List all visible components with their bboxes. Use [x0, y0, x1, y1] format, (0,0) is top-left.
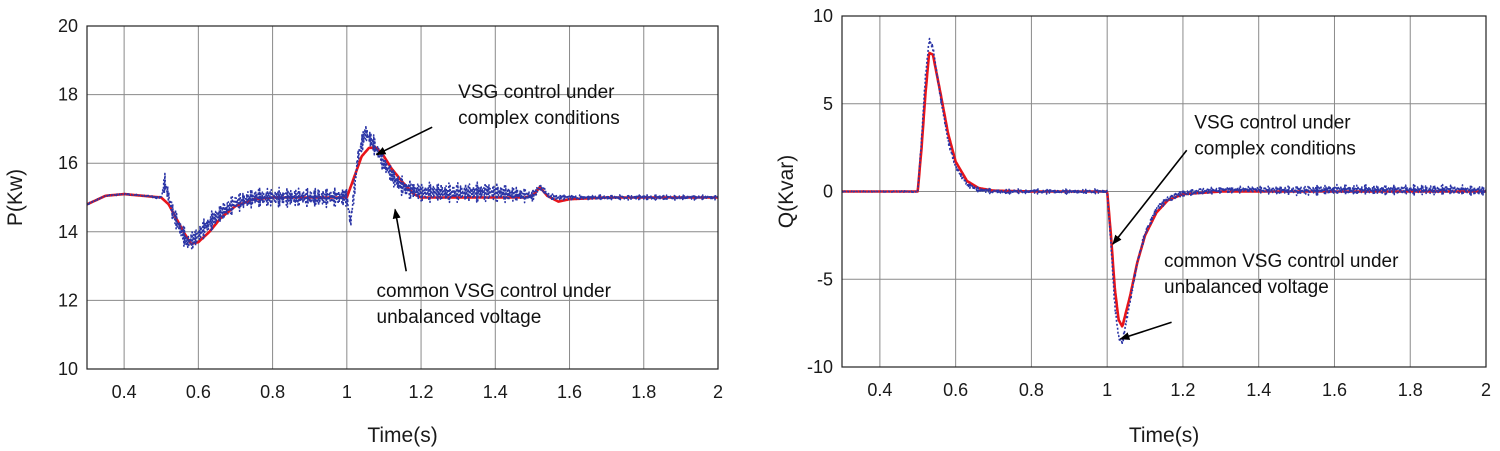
annotation-arrow: [1119, 321, 1172, 340]
series-common-vsg-line: [841, 37, 1487, 346]
annotation-text: VSG control under: [1194, 112, 1351, 133]
annotation-text: unbalanced voltage: [1164, 277, 1329, 298]
chart-q-kvar: 0.4 0.6 0.8 1 1.2 1.4 1.6 1.8 2 -10 -5 0 5 10 Time(s) Q…: [775, 6, 1491, 447]
annotation-arrow: [392, 208, 407, 272]
x-axis-label: Time(s): [367, 424, 437, 447]
x-tick-label: 1: [342, 382, 352, 402]
axes-frame: [841, 15, 1487, 368]
y-tick-label: 18: [58, 85, 78, 105]
x-tick-label: 1.6: [557, 382, 582, 402]
annotation-text: common VSG control under: [377, 281, 612, 302]
y-tick-label: 20: [58, 16, 78, 36]
x-tick-label: 0.6: [186, 382, 211, 402]
x-tick-label: 2: [713, 382, 723, 402]
x-tick-label: 1: [1102, 380, 1112, 400]
y-tick-label: 0: [823, 182, 833, 202]
y-tick-label: 14: [58, 222, 78, 242]
x-tick-label: 0.8: [260, 382, 285, 402]
y-tick-label: -5: [817, 269, 833, 289]
y-tick-label: 5: [823, 94, 833, 114]
series-common-vsg-line: [86, 124, 719, 250]
annotation-text: complex conditions: [458, 108, 620, 129]
annotation-text: VSG control under: [458, 82, 615, 103]
y-tick-label: 10: [58, 359, 78, 379]
x-tick-label: 1.6: [1322, 380, 1347, 400]
annotation-arrow: [375, 126, 433, 156]
annotation-text: unbalanced voltage: [377, 307, 542, 328]
x-tick-label: 1.2: [409, 382, 434, 402]
chart-p-kw: 0.4 0.6 0.8 1 1.2 1.4 1.6 1.8 2 10 12 14 16 18 20 Time(…: [4, 16, 723, 447]
y-axis-label: P(Kw): [4, 169, 27, 226]
y-tick-label: 12: [58, 290, 78, 310]
y-tick-label: 16: [58, 153, 78, 173]
x-tick-label: 1.2: [1170, 380, 1195, 400]
y-axis-label: Q(Kvar): [775, 155, 798, 229]
y-tick-label: 10: [813, 6, 833, 26]
axes-frame: [86, 25, 719, 370]
annotation-text: common VSG control under: [1164, 251, 1399, 272]
x-tick-label: 1.8: [631, 382, 656, 402]
x-tick-label: 0.8: [1019, 380, 1044, 400]
y-tick-label: -10: [807, 357, 833, 377]
x-tick-label: 1.8: [1398, 380, 1423, 400]
x-tick-label: 1.4: [1246, 380, 1271, 400]
annotation-arrow: [1112, 149, 1188, 245]
x-tick-label: 1.4: [483, 382, 508, 402]
annotation-text: complex conditions: [1194, 138, 1356, 159]
x-tick-label: 0.6: [943, 380, 968, 400]
x-axis-label: Time(s): [1129, 424, 1199, 447]
x-tick-label: 0.4: [867, 380, 892, 400]
x-tick-label: 0.4: [112, 382, 137, 402]
x-tick-label: 2: [1481, 380, 1491, 400]
